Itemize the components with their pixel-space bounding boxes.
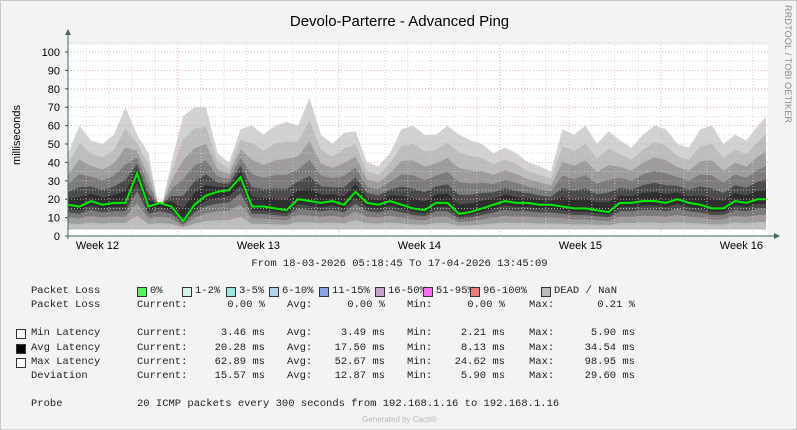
loss-legend-label: 96-100% xyxy=(483,285,528,297)
x-tick-label: Week 14 xyxy=(398,240,441,252)
min-value: 5.90 ms xyxy=(460,370,505,382)
y-tick-label: 90 xyxy=(48,65,60,77)
y-tick-label: 20 xyxy=(48,194,60,206)
stat-label: Deviation xyxy=(31,370,88,382)
x-tick-label: Week 12 xyxy=(76,240,119,252)
loss-swatch xyxy=(226,287,236,297)
y-axis-arrow-icon xyxy=(65,29,71,35)
min-value: 24.62 ms xyxy=(454,356,505,368)
loss-swatch xyxy=(541,287,551,297)
x-tick-label: Week 13 xyxy=(237,240,280,252)
min-header: Min: xyxy=(407,342,433,354)
loss-legend-label: 16-50% xyxy=(388,285,426,297)
loss-swatch xyxy=(470,287,480,297)
loss-legend-label: 11-15% xyxy=(332,285,370,297)
probe-text: 20 ICMP packets every 300 seconds from 1… xyxy=(137,398,560,410)
current-value: 20.28 ms xyxy=(214,342,265,354)
avg-value: 3.49 ms xyxy=(340,327,385,339)
avg-header: Avg: xyxy=(287,356,313,368)
loss-legend-label: 6-10% xyxy=(282,285,314,297)
stat-label: Avg Latency xyxy=(31,342,101,354)
latency-chart: 0 10 20 30 40 50 60 70 80 90 100 Week 12 Week 13 Week… xyxy=(42,29,780,252)
series-swatch xyxy=(16,344,26,354)
max-header: Max: xyxy=(529,370,555,382)
current-header: Current: xyxy=(137,370,188,382)
current-value: 0.00 % xyxy=(227,299,265,311)
y-tick-label: 40 xyxy=(48,157,60,169)
current-header: Current: xyxy=(137,327,188,339)
y-tick-label: 30 xyxy=(48,176,60,188)
max-value: 98.95 ms xyxy=(584,356,635,368)
loss-swatch xyxy=(375,287,385,297)
min-value: 2.21 ms xyxy=(460,327,505,339)
series-swatch xyxy=(16,358,26,368)
stat-label: Max Latency xyxy=(31,356,101,368)
x-tick-label: Week 16 xyxy=(720,240,763,252)
time-range: From 18-03-2026 05:18:45 To 17-04-2026 1… xyxy=(251,258,548,270)
current-header: Current: xyxy=(137,356,188,368)
legend-label: Packet Loss xyxy=(31,285,101,297)
avg-value: 52.67 ms xyxy=(334,356,385,368)
avg-latency-line xyxy=(67,170,766,223)
max-value: 34.54 ms xyxy=(584,342,635,354)
loss-swatch xyxy=(182,287,192,297)
graph-title: Devolo-Parterre - Advanced Ping xyxy=(289,13,510,30)
avg-header: Avg: xyxy=(287,327,313,339)
current-value: 62.89 ms xyxy=(214,356,265,368)
y-tick-label: 100 xyxy=(42,47,60,59)
loss-swatch xyxy=(137,287,147,297)
stat-label: Packet Loss xyxy=(31,299,101,311)
min-header: Min: xyxy=(407,299,433,311)
x-axis-arrow-icon xyxy=(774,233,780,239)
max-header: Max: xyxy=(529,327,555,339)
max-header: Max: xyxy=(529,356,555,368)
loss-swatch xyxy=(423,287,433,297)
max-header: Max: xyxy=(529,299,555,311)
loss-swatch xyxy=(319,287,329,297)
loss-legend-label: 1-2% xyxy=(195,285,221,297)
loss-legend-label: 0% xyxy=(150,285,163,297)
stat-label: Min Latency xyxy=(31,327,101,339)
min-value: 0.00 % xyxy=(467,299,505,311)
max-value: 0.21 % xyxy=(597,299,635,311)
y-tick-label: 50 xyxy=(48,139,60,151)
min-header: Min: xyxy=(407,327,433,339)
current-value: 15.57 ms xyxy=(214,370,265,382)
min-header: Min: xyxy=(407,356,433,368)
y-tick-label: 80 xyxy=(48,84,60,96)
avg-value: 17.50 ms xyxy=(334,342,385,354)
loss-legend-label: DEAD / NaN xyxy=(554,285,618,297)
series-swatch xyxy=(16,329,26,339)
max-header: Max: xyxy=(529,342,555,354)
avg-header: Avg: xyxy=(287,299,313,311)
avg-header: Avg: xyxy=(287,342,313,354)
min-value: 8.13 ms xyxy=(460,342,505,354)
x-tick-label: Week 15 xyxy=(559,240,602,252)
y-tick-label: 60 xyxy=(48,121,60,133)
avg-value: 12.87 ms xyxy=(334,370,385,382)
y-tick-label: 0 xyxy=(54,231,60,243)
y-tick-label: 10 xyxy=(48,213,60,225)
y-tick-label: 70 xyxy=(48,102,60,114)
max-value: 29.60 ms xyxy=(584,370,635,382)
avg-header: Avg: xyxy=(287,370,313,382)
current-value: 3.46 ms xyxy=(220,327,265,339)
current-header: Current: xyxy=(137,299,188,311)
rrdtool-watermark: RRDTOOL / TOBI OETIKER xyxy=(783,5,793,124)
current-header: Current: xyxy=(137,342,188,354)
min-header: Min: xyxy=(407,370,433,382)
probe-label: Probe xyxy=(31,398,63,410)
loss-legend-label: 3-5% xyxy=(239,285,265,297)
loss-swatch xyxy=(269,287,279,297)
max-value: 5.90 ms xyxy=(590,327,635,339)
generated-by: Generated by Cacti® xyxy=(362,415,437,424)
loss-legend-label: 51-95% xyxy=(436,285,474,297)
avg-value: 0.00 % xyxy=(347,299,385,311)
